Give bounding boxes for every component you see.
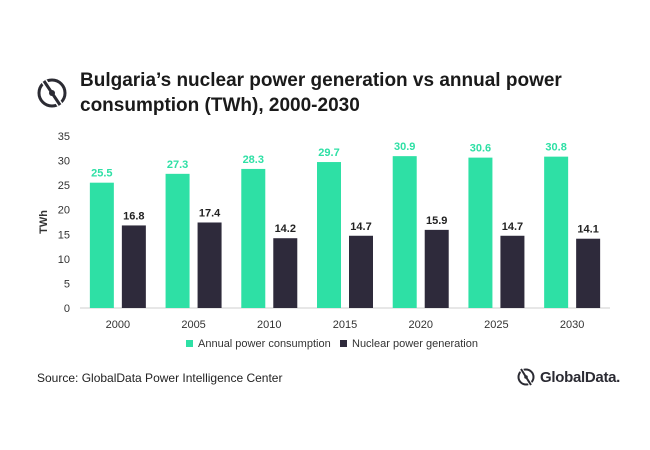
- generation-value-label: 14.7: [502, 221, 523, 233]
- chart-title-line-1: Bulgaria’s nuclear power generation vs a…: [80, 70, 562, 91]
- generation-bar: [121, 225, 146, 308]
- generation-value-label: 14.1: [577, 224, 598, 236]
- generation-value-label: 14.7: [350, 221, 371, 233]
- globaldata-logo-text: GlobalData.: [540, 368, 621, 386]
- consumption-value-label: 30.8: [545, 142, 566, 154]
- bar-chart: 05101520253035TWh25.516.8200027.317.4200…: [38, 131, 610, 350]
- globaldata-logo: GlobalData.: [516, 366, 620, 388]
- consumption-bar: [165, 173, 190, 308]
- chart-title-line-2: consumption (TWh), 2000-2030: [80, 95, 360, 116]
- x-tick-label: 2000: [106, 319, 130, 331]
- generation-value-label: 15.9: [426, 215, 447, 227]
- generation-bar: [349, 235, 373, 308]
- generation-value-label: 17.4: [199, 207, 221, 219]
- legend-consumption-swatch: [186, 340, 193, 347]
- x-tick-label: 2025: [484, 319, 508, 331]
- consumption-bar: [89, 182, 114, 308]
- y-axis-label: TWh: [38, 210, 50, 234]
- y-tick-label: 30: [58, 156, 70, 168]
- consumption-value-label: 25.5: [91, 168, 112, 180]
- generation-bar: [500, 235, 525, 308]
- chart-title: Bulgaria’s nuclear power generation vs a…: [80, 68, 620, 118]
- consumption-bar: [317, 162, 341, 308]
- y-tick-label: 25: [58, 180, 70, 192]
- generation-value-label: 16.8: [123, 210, 144, 222]
- y-tick-label: 10: [58, 254, 70, 266]
- consumption-bar: [241, 168, 266, 308]
- globaldata-logo-icon: [517, 367, 535, 387]
- generation-value-label: 14.2: [275, 223, 296, 235]
- consumption-value-label: 28.3: [243, 154, 264, 166]
- legend-generation-swatch: [340, 340, 347, 347]
- consumption-bar: [468, 157, 493, 308]
- generation-bar: [197, 222, 222, 308]
- generation-bar: [576, 238, 601, 308]
- legend-generation-label: Nuclear power generation: [352, 338, 478, 350]
- y-tick-label: 15: [58, 229, 70, 241]
- globaldata-title-icon: [37, 78, 67, 108]
- consumption-value-label: 30.9: [394, 141, 415, 153]
- consumption-value-label: 29.7: [318, 147, 339, 159]
- x-tick-label: 2030: [560, 319, 584, 331]
- x-tick-label: 2010: [257, 319, 281, 331]
- consumption-value-label: 30.6: [470, 143, 491, 155]
- y-tick-label: 5: [64, 278, 70, 290]
- y-tick-label: 20: [58, 205, 70, 217]
- x-tick-label: 2020: [408, 319, 432, 331]
- x-tick-label: 2005: [181, 319, 205, 331]
- source-note: Source: GlobalData Power Intelligence Ce…: [37, 371, 283, 385]
- x-tick-label: 2015: [333, 319, 357, 331]
- consumption-value-label: 27.3: [167, 159, 188, 171]
- generation-bar: [273, 238, 298, 308]
- consumption-bar: [544, 156, 569, 308]
- legend-consumption-label: Annual power consumption: [198, 338, 331, 350]
- consumption-bar: [392, 156, 417, 308]
- y-tick-label: 0: [64, 303, 70, 315]
- y-tick-label: 35: [58, 131, 70, 143]
- generation-bar: [424, 229, 449, 308]
